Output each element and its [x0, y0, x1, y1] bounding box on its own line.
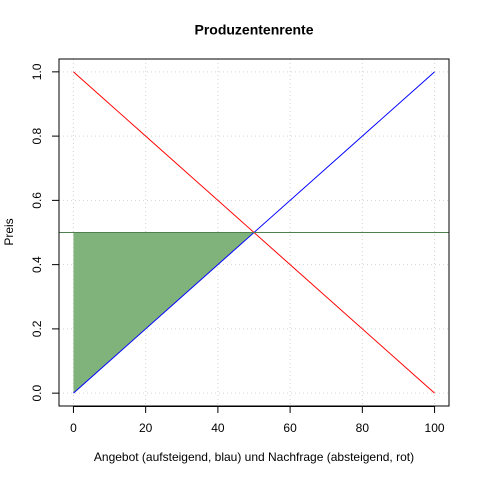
y-tick-label: 1.0 — [30, 63, 44, 80]
y-axis-label: Preis — [2, 218, 16, 245]
chart-title: Produzentenrente — [194, 22, 313, 38]
x-tick-label: 20 — [139, 421, 153, 435]
x-tick-label: 0 — [70, 421, 77, 435]
plot-box — [58, 58, 450, 407]
y-tick-label: 0.2 — [30, 320, 44, 337]
y-tick-label: 0.4 — [30, 256, 44, 273]
y-tick-label: 0.6 — [30, 192, 44, 209]
x-axis-label: Angebot (aufsteigend, blau) und Nachfrag… — [94, 450, 414, 464]
y-tick-label: 0.0 — [30, 384, 44, 401]
y-tick-label: 0.8 — [30, 127, 44, 144]
x-tick-label: 100 — [425, 421, 445, 435]
x-tick-label: 80 — [356, 421, 370, 435]
x-tick-label: 40 — [211, 421, 225, 435]
x-tick-label: 60 — [283, 421, 297, 435]
